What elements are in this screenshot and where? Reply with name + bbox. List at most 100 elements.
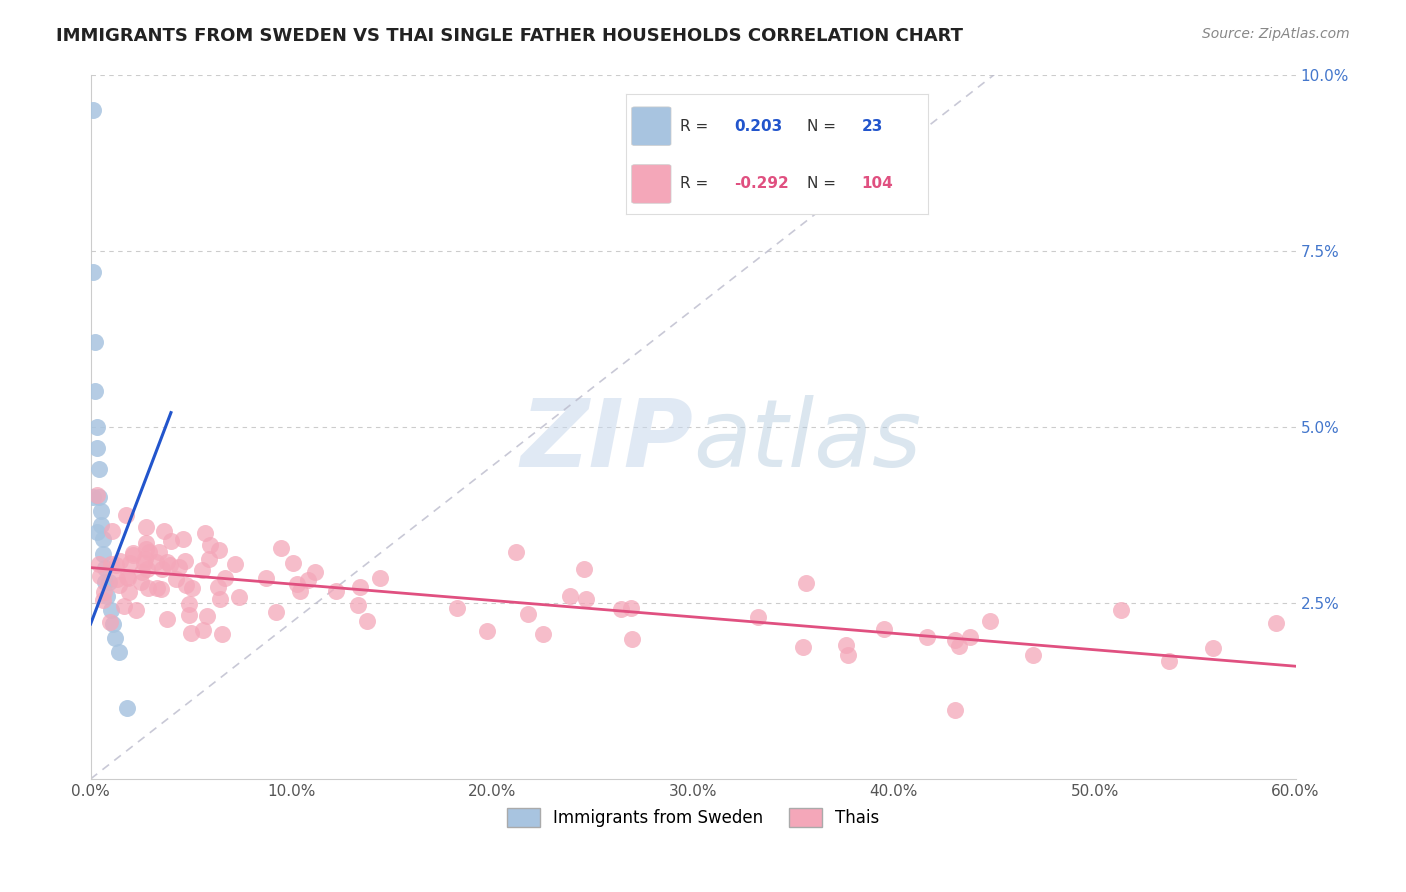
Point <box>108 554 131 568</box>
Point <box>150 562 173 576</box>
Point <box>281 556 304 570</box>
Point <box>159 558 181 572</box>
Point <box>105 558 128 572</box>
Point <box>948 640 970 654</box>
Point <box>254 571 277 585</box>
Point <box>620 600 643 615</box>
Legend: Immigrants from Sweden, Thais: Immigrants from Sweden, Thais <box>501 801 886 834</box>
Point <box>156 555 179 569</box>
Point <box>91 547 114 561</box>
Text: 0.203: 0.203 <box>734 119 783 134</box>
Point <box>83 335 105 350</box>
Point <box>134 556 156 570</box>
Point <box>86 525 108 540</box>
Point <box>93 560 115 574</box>
Point <box>160 533 183 548</box>
Point <box>115 701 138 715</box>
Point <box>209 591 232 606</box>
Point <box>228 590 250 604</box>
Point <box>792 640 814 654</box>
Text: -0.292: -0.292 <box>734 177 789 192</box>
Point <box>560 589 582 603</box>
Point <box>572 562 595 576</box>
Point <box>135 536 157 550</box>
Point <box>83 384 105 399</box>
Point <box>98 615 121 629</box>
Point <box>82 490 104 504</box>
Point <box>177 608 200 623</box>
Point <box>943 703 966 717</box>
Point <box>117 571 139 585</box>
Point <box>89 569 111 583</box>
Point <box>264 605 287 619</box>
Point <box>620 632 643 647</box>
Point <box>82 265 104 279</box>
Point <box>288 584 311 599</box>
Point <box>200 538 222 552</box>
Text: R =: R = <box>681 119 713 134</box>
Point <box>149 582 172 597</box>
Point <box>193 623 215 637</box>
Point <box>1264 616 1286 631</box>
FancyBboxPatch shape <box>631 107 671 145</box>
Point <box>146 582 169 596</box>
Point <box>93 574 115 589</box>
Point <box>96 589 118 603</box>
Point <box>107 578 129 592</box>
Point <box>180 625 202 640</box>
Point <box>794 576 817 591</box>
Point <box>609 602 631 616</box>
Point <box>105 572 128 586</box>
Point <box>979 615 1001 629</box>
Point <box>165 572 187 586</box>
FancyBboxPatch shape <box>631 165 671 203</box>
Point <box>1109 603 1132 617</box>
Point <box>446 600 468 615</box>
Point <box>531 627 554 641</box>
Point <box>86 441 108 455</box>
Point <box>138 545 160 559</box>
Point <box>477 624 499 638</box>
Point <box>347 598 370 612</box>
Point <box>167 559 190 574</box>
Point <box>837 648 859 662</box>
Point <box>1157 654 1180 668</box>
Point <box>172 533 194 547</box>
Point <box>134 552 156 566</box>
Point <box>87 462 110 476</box>
Point <box>224 557 246 571</box>
Point <box>1022 648 1045 662</box>
Point <box>297 573 319 587</box>
Point <box>917 630 939 644</box>
Point <box>190 562 212 576</box>
Point <box>145 555 167 569</box>
Point <box>198 551 221 566</box>
Point <box>195 608 218 623</box>
Point <box>156 612 179 626</box>
Point <box>86 488 108 502</box>
Point <box>118 585 141 599</box>
Point <box>304 565 326 579</box>
Point <box>104 631 127 645</box>
Point <box>270 541 292 556</box>
Text: N =: N = <box>807 119 841 134</box>
Text: 104: 104 <box>862 177 893 192</box>
Point <box>148 545 170 559</box>
Point <box>370 571 392 585</box>
Point <box>177 597 200 611</box>
Point <box>959 630 981 644</box>
Point <box>174 554 197 568</box>
Point <box>131 566 153 580</box>
Point <box>153 524 176 538</box>
Point <box>114 599 136 613</box>
Point <box>101 616 124 631</box>
Point <box>97 574 120 589</box>
Point <box>174 578 197 592</box>
Point <box>91 533 114 547</box>
Point <box>125 603 148 617</box>
Point <box>207 581 229 595</box>
Point <box>136 562 159 576</box>
Text: IMMIGRANTS FROM SWEDEN VS THAI SINGLE FATHER HOUSEHOLDS CORRELATION CHART: IMMIGRANTS FROM SWEDEN VS THAI SINGLE FA… <box>56 27 963 45</box>
Point <box>91 592 114 607</box>
Point <box>86 419 108 434</box>
